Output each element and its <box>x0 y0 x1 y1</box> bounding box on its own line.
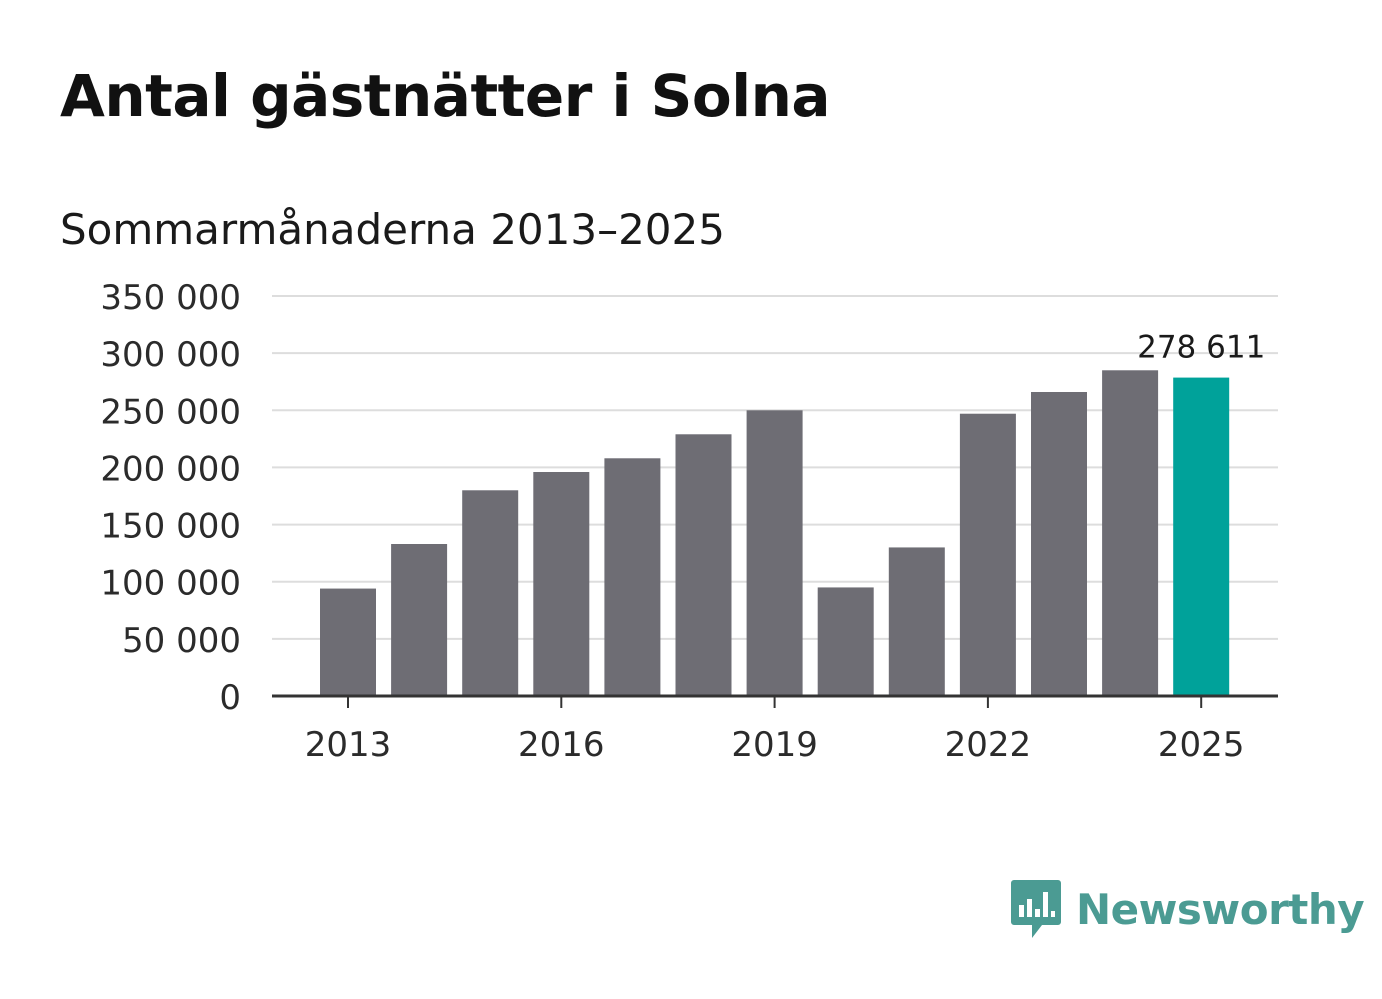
x-tick-label: 2013 <box>305 725 392 765</box>
x-tick-label: 2022 <box>945 725 1032 765</box>
chart-subtitle: Sommarmånaderna 2013–2025 <box>60 205 725 254</box>
bar-2013 <box>320 588 376 696</box>
y-tick-label: 0 <box>219 678 241 718</box>
data-label: 278 611 <box>1137 330 1265 366</box>
x-tick-label: 2025 <box>1158 725 1245 765</box>
brand-name: Newsworthy <box>1076 884 1365 934</box>
bar-2022 <box>959 413 1016 696</box>
data-labels: 278 611 <box>1137 330 1265 366</box>
bar-2021 <box>888 547 945 696</box>
newsworthy-logo: Newsworthy <box>1010 878 1365 940</box>
bar-2017 <box>604 458 661 696</box>
x-tick-label: 2019 <box>731 725 818 765</box>
y-tick-label: 200 000 <box>100 449 241 489</box>
bar-2025 <box>1173 377 1230 696</box>
x-axis-ticks: 2013 2016 2019 2022 2025 <box>305 696 1245 765</box>
chart-title: Antal gästnätter i Solna <box>60 62 831 130</box>
y-tick-label: 350 000 <box>100 278 241 318</box>
bar-2023 <box>1031 392 1087 696</box>
y-tick-label: 250 000 <box>100 392 241 432</box>
bar-2018 <box>675 434 732 696</box>
y-tick-label: 50 000 <box>122 621 241 661</box>
y-axis-ticks: 0 50 000 100 000 150 000 200 000 250 000 300 0… <box>100 278 241 718</box>
bar-chart-speech-bubble-icon <box>1011 880 1061 938</box>
bar-2016 <box>533 472 590 696</box>
y-tick-label: 100 000 <box>100 564 241 604</box>
bar-2019 <box>746 410 803 696</box>
y-tick-label: 150 000 <box>100 507 241 547</box>
bar-2015 <box>462 490 519 696</box>
y-tick-label: 300 000 <box>100 335 241 375</box>
bar-2014 <box>391 544 448 696</box>
bar-2024 <box>1102 370 1159 696</box>
x-tick-label: 2016 <box>518 725 605 765</box>
bars <box>320 370 1230 696</box>
bar-2020 <box>817 587 874 696</box>
